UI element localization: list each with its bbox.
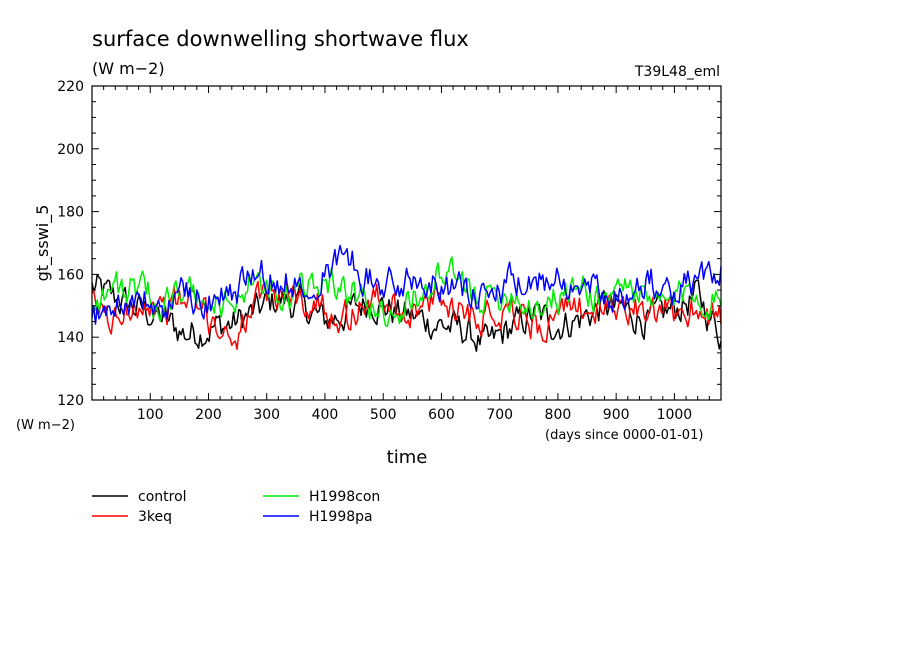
legend-label-h1998pa: H1998pa	[309, 509, 373, 525]
y-tick-label: 160	[57, 267, 84, 283]
series-line-h1998pa	[91, 244, 722, 325]
legend-label-control: control	[138, 489, 187, 505]
y-axis-units: (W m−2)	[16, 418, 75, 433]
run-label: T39L48_eml	[634, 64, 720, 80]
x-tick-label: 400	[312, 407, 339, 423]
y-tick-label: 200	[57, 142, 84, 158]
x-tick-label: 100	[137, 407, 164, 423]
series-line-control	[91, 273, 722, 352]
x-tick-label: 500	[370, 407, 397, 423]
series-layer	[91, 244, 722, 352]
y-tick-label: 220	[57, 79, 84, 95]
x-axis-units: (days since 0000-01-01)	[545, 428, 703, 443]
x-tick-label: 1000	[657, 407, 693, 423]
series-line-h1998con	[91, 256, 722, 328]
x-tick-label: 800	[545, 407, 572, 423]
y-tick-label: 120	[57, 393, 84, 409]
legend-label-h1998con: H1998con	[309, 489, 380, 505]
x-axis-label: time	[387, 447, 428, 468]
plot-frame	[91, 85, 722, 401]
x-tick-label: 900	[603, 407, 630, 423]
series-line-3keq	[91, 280, 722, 351]
chart-title: surface downwelling shortwave flux	[92, 27, 469, 51]
legend: control 3keq H1998con H1998pa	[92, 489, 380, 525]
x-tick-label: 600	[428, 407, 455, 423]
x-tick-label: 200	[195, 407, 222, 423]
legend-label-3keq: 3keq	[138, 509, 172, 525]
axis-layer: 100 200 300 400 500 600 700 800 900 1000 120 140 160…	[57, 79, 722, 423]
chart-units: (W m−2)	[92, 59, 165, 78]
x-tick-label: 700	[486, 407, 513, 423]
y-tick-label: 180	[57, 205, 84, 221]
y-axis-label: gt_sswi_5	[33, 205, 53, 282]
x-tick-label: 300	[253, 407, 280, 423]
y-tick-label: 140	[57, 330, 84, 346]
